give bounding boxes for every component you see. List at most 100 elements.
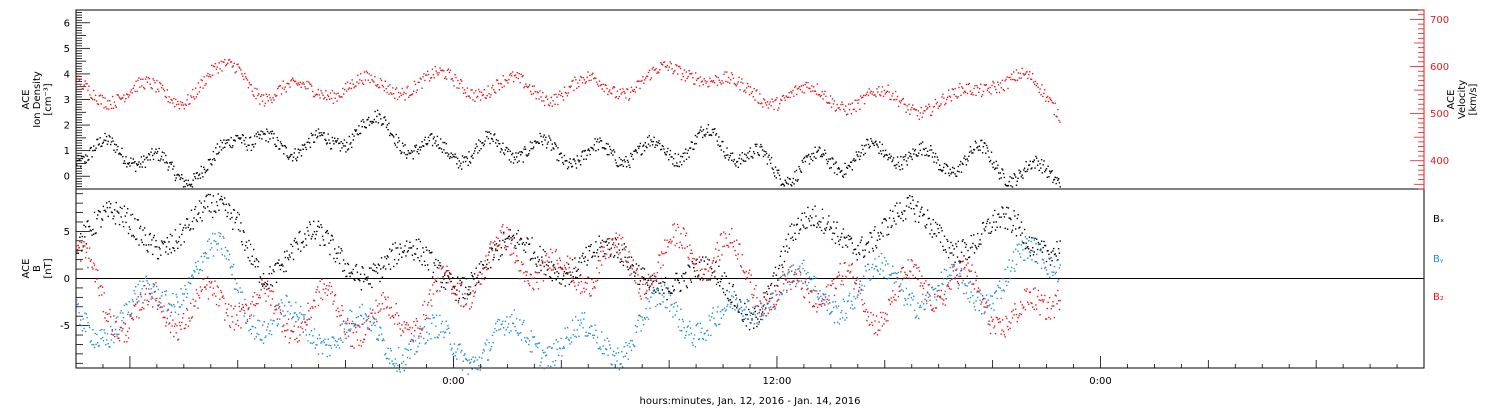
bz-series-point (104, 317, 106, 319)
ion-density-series-point (617, 165, 619, 168)
ion-density-series-point (1044, 171, 1046, 173)
ion-density-series-point (344, 145, 346, 147)
bx-series-point (1036, 248, 1039, 251)
by-series-point (989, 295, 992, 297)
ion-density-series-point (819, 147, 821, 149)
bx-series-point (616, 251, 618, 254)
ion-density-series-point (768, 154, 770, 156)
velocity-series-point (821, 90, 823, 93)
ion-density-series-point (769, 159, 771, 161)
by-series-point (746, 298, 748, 301)
by-series-point (533, 336, 535, 338)
by-series-point (583, 318, 585, 320)
by-series-point (687, 325, 689, 327)
by-series-point (811, 289, 813, 292)
velocity-series-point (162, 88, 165, 90)
ion-density-series-point (454, 153, 456, 155)
ion-density-series-point (874, 141, 876, 144)
velocity-series-point (989, 86, 991, 89)
ion-density-series-point (415, 144, 418, 146)
bx-series-point (496, 249, 498, 252)
by-series-point (867, 263, 870, 266)
velocity-series-point (195, 96, 198, 98)
velocity-series-point (297, 82, 300, 84)
by-series-point (511, 322, 514, 324)
bx-series-point (198, 200, 201, 202)
velocity-series-point (750, 92, 753, 95)
bx-series-point (954, 261, 956, 263)
ion-density-series-point (859, 155, 862, 157)
velocity-series-point (650, 77, 653, 79)
ion-density-series-point (201, 172, 203, 174)
ion-density-series-point (791, 181, 794, 184)
velocity-series-point (345, 90, 348, 92)
by-series-point (237, 291, 240, 293)
bx-series-point (80, 233, 82, 235)
bx-series-point (452, 277, 454, 279)
ion-density-series-point (256, 135, 258, 138)
by-series-point (468, 359, 470, 361)
ion-density-series-point (704, 135, 706, 137)
velocity-series-point (623, 91, 625, 93)
velocity-series-point (869, 92, 871, 94)
velocity-series-point (1008, 76, 1010, 79)
bz-series-point (84, 245, 86, 247)
ion-density-series-point (702, 129, 705, 131)
bx-series-point (287, 258, 290, 261)
bx-series-point (774, 266, 777, 269)
velocity-series-point (511, 71, 514, 73)
bx-series-point (533, 252, 535, 255)
by-series-point (657, 288, 659, 290)
velocity-series-point (757, 101, 759, 104)
velocity-series-point (225, 64, 227, 67)
by-series-point (557, 341, 559, 343)
ion-density-series-point (756, 143, 758, 145)
ion-density-series-point (528, 153, 530, 155)
ion-density-series-point (1002, 173, 1005, 175)
by-series-point (819, 290, 821, 292)
by-series-point (933, 288, 935, 290)
by-series-point (185, 288, 187, 290)
bx-series-point (449, 273, 452, 275)
ion-density-series-point (911, 158, 913, 161)
ion-density-series-point (391, 133, 393, 136)
bx-series-point (630, 265, 632, 267)
density-tick-label: 1 (64, 146, 70, 157)
ion-density-series-point (172, 168, 174, 170)
bx-series-point (419, 240, 422, 243)
bx-series-point (647, 279, 650, 281)
bx-series-point (664, 277, 667, 279)
by-series-point (148, 288, 150, 290)
bx-series-point (661, 289, 663, 291)
velocity-series-point (608, 91, 610, 93)
ion-density-series-point (965, 164, 968, 166)
ion-density-series-point (969, 146, 972, 148)
velocity-series-point (440, 69, 442, 72)
velocity-series-point (796, 93, 798, 96)
bx-series-point (191, 220, 194, 223)
velocity-series-point (771, 98, 773, 100)
bx-series-point (696, 258, 698, 260)
bx-series-point (576, 277, 578, 279)
by-series-point (593, 334, 595, 336)
velocity-series-point (428, 80, 431, 82)
bx-series-point (93, 233, 95, 235)
by-series-point (259, 338, 261, 341)
bx-series-point (792, 239, 794, 241)
by-series-point (609, 344, 611, 346)
velocity-series-point (1033, 83, 1036, 85)
bx-series-point (356, 271, 359, 273)
ion-density-series-point (1053, 179, 1055, 181)
velocity-series-point (358, 82, 360, 85)
ion-density-series-point (846, 167, 849, 169)
by-series-point (838, 323, 841, 325)
ion-density-series-point (364, 126, 367, 129)
ion-density-series-point (150, 151, 152, 153)
bx-series-point (600, 242, 602, 244)
bx-series-point (578, 261, 580, 263)
by-series-point (791, 265, 793, 267)
velocity-series-point (503, 85, 505, 88)
by-series-point (995, 290, 997, 292)
bx-series-point (249, 260, 251, 262)
bx-series-point (857, 244, 859, 247)
